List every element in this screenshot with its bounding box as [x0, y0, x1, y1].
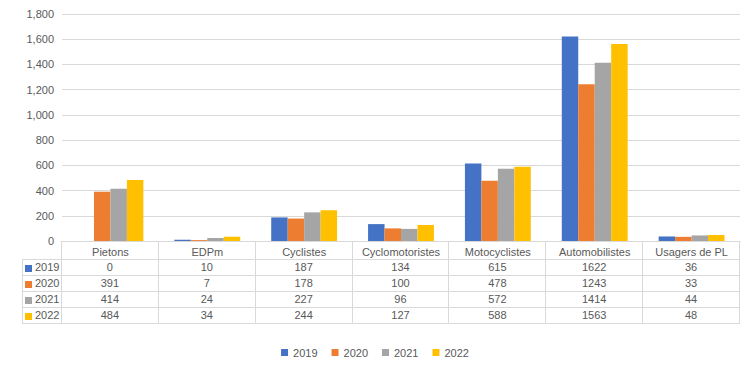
svg-text:Automobilistes: Automobilistes	[559, 246, 631, 258]
html-text:588: 588	[488, 309, 507, 321]
svg-text:1,800: 1,800	[26, 8, 54, 20]
html-text:127: 127	[391, 309, 410, 321]
html-text:2020: 2020	[35, 277, 60, 289]
svg-text:1,000: 1,000	[26, 109, 54, 121]
html-text:2022: 2022	[35, 309, 60, 321]
svg-text:400: 400	[36, 185, 54, 197]
html-text:414: 414	[100, 293, 120, 305]
svg-text:2020: 2020	[344, 347, 368, 359]
html-text:96: 96	[394, 293, 407, 305]
svg-text:200: 200	[36, 210, 54, 222]
html-text:244: 244	[294, 309, 313, 321]
html-text:615: 615	[488, 261, 507, 273]
html-text:178: 178	[294, 277, 313, 289]
html-text:36: 36	[684, 261, 698, 273]
html-text:1243: 1243	[582, 277, 607, 289]
html-text:0: 0	[106, 261, 113, 273]
svg-text:1,200: 1,200	[26, 84, 54, 96]
html-text:10: 10	[200, 261, 213, 273]
html-text:2019: 2019	[35, 261, 60, 273]
html-text:478: 478	[488, 277, 507, 289]
html-text:572: 572	[488, 293, 507, 305]
svg-text:Usagers de PL: Usagers de PL	[655, 246, 728, 258]
svg-text:Pietons: Pietons	[92, 246, 129, 258]
html-text:1563: 1563	[582, 309, 607, 321]
svg-text:2022: 2022	[444, 347, 468, 359]
html-text:227: 227	[294, 293, 313, 305]
html-text:1414: 1414	[582, 293, 607, 305]
svg-text:1,400: 1,400	[26, 58, 54, 70]
html-text:100: 100	[391, 277, 410, 289]
html-text:484: 484	[100, 309, 120, 321]
svg-text:Motocyclistes: Motocyclistes	[465, 246, 532, 258]
svg-text:0: 0	[48, 235, 54, 247]
svg-text:EDPm: EDPm	[191, 246, 223, 258]
html-text:33: 33	[684, 277, 698, 289]
svg-text:Cyclomotoristes: Cyclomotoristes	[362, 246, 441, 258]
html-text:134: 134	[391, 261, 410, 273]
html-text:34: 34	[200, 309, 213, 321]
html-text:24: 24	[200, 293, 213, 305]
svg-text:600: 600	[36, 159, 54, 171]
html-text:187: 187	[294, 261, 313, 273]
html-text:44: 44	[684, 293, 698, 305]
html-text:391: 391	[100, 277, 120, 289]
html-text:2021: 2021	[35, 293, 60, 305]
svg-text:2019: 2019	[293, 347, 317, 359]
svg-text:Cyclistes: Cyclistes	[282, 246, 327, 258]
svg-text:2021: 2021	[394, 347, 418, 359]
html-text:1622: 1622	[582, 261, 607, 273]
html-text:7: 7	[203, 277, 210, 289]
html-text:48: 48	[684, 309, 698, 321]
svg-text:800: 800	[36, 134, 54, 146]
svg-text:1,600: 1,600	[26, 33, 54, 45]
